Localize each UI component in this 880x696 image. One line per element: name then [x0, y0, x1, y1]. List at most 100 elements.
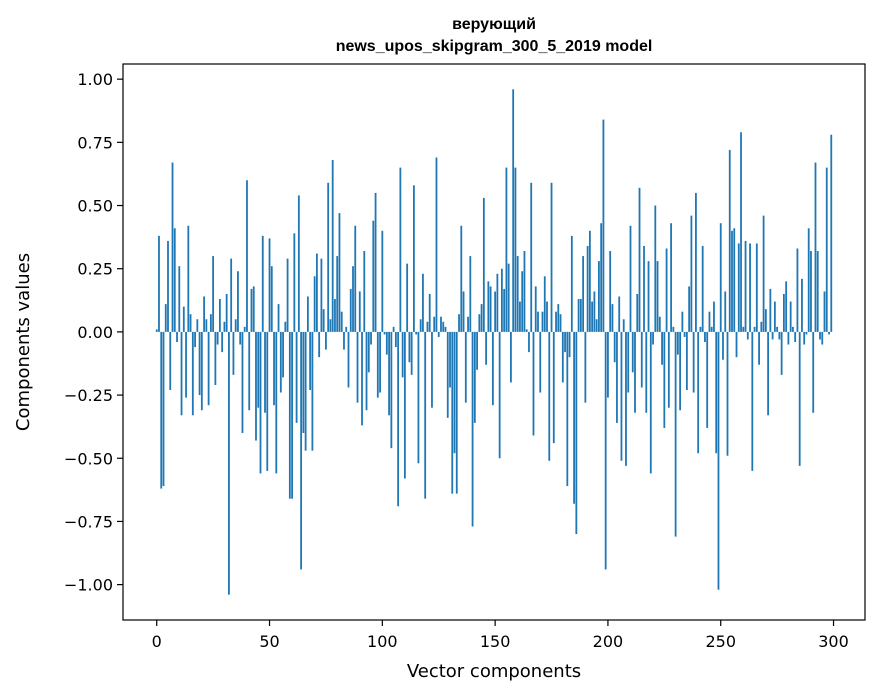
y-tick-label: −0.25	[64, 386, 113, 405]
bar-209	[627, 331, 630, 393]
bar-288	[805, 331, 808, 335]
y-tick-label: −0.75	[64, 512, 113, 531]
bar-40	[246, 180, 248, 332]
bar-65	[302, 331, 305, 433]
bar-107	[397, 331, 400, 507]
bar-83	[343, 331, 345, 350]
bar-190	[584, 331, 587, 403]
chart-subtitle: news_upos_skipgram_300_5_2019 model	[336, 38, 653, 55]
bar-74	[322, 309, 325, 332]
bar-223	[658, 316, 661, 332]
bar-129	[446, 331, 449, 418]
bar-295	[821, 331, 824, 345]
bar-72	[318, 331, 321, 358]
bar-217	[645, 331, 648, 413]
bar-270	[764, 309, 767, 332]
bar-213	[636, 293, 639, 332]
bar-189	[582, 256, 585, 332]
bar-185	[573, 331, 575, 504]
bar-22	[205, 319, 208, 332]
chart-title: верующий	[452, 16, 536, 33]
bar-224	[661, 331, 663, 365]
y-tick-label: 0.25	[77, 260, 113, 279]
bar-17	[194, 331, 196, 348]
bar-225	[663, 331, 666, 428]
bar-80	[336, 256, 339, 332]
bar-34	[232, 331, 235, 375]
bar-297	[825, 167, 828, 332]
bar-104	[390, 331, 393, 449]
bar-131	[451, 331, 454, 494]
bar-265	[753, 326, 756, 332]
bar-199	[604, 331, 607, 570]
bar-188	[579, 299, 582, 332]
bar-49	[266, 331, 269, 471]
bar-63	[297, 195, 300, 332]
bar-76	[327, 182, 330, 332]
bar-132	[453, 331, 456, 454]
bar-39	[243, 326, 246, 332]
bar-220	[652, 331, 654, 345]
bar-61	[293, 233, 296, 332]
bar-210	[629, 225, 632, 332]
x-tick-label: 0	[152, 632, 162, 651]
x-tick-label: 50	[259, 632, 279, 651]
bar-79	[334, 299, 336, 332]
bar-103	[388, 331, 390, 416]
bar-182	[566, 331, 569, 487]
bar-262	[746, 331, 749, 340]
bar-81	[338, 213, 341, 332]
bar-35	[234, 319, 237, 332]
bar-41	[248, 331, 251, 411]
bar-218	[647, 261, 650, 332]
bar-214	[638, 187, 641, 332]
bar-101	[383, 331, 386, 335]
bar-261	[744, 240, 747, 332]
bar-57	[284, 321, 287, 332]
bar-13	[185, 331, 187, 398]
bar-23	[207, 331, 210, 406]
bar-110	[403, 331, 406, 479]
bar-127	[442, 321, 445, 332]
bar-67	[306, 296, 309, 332]
bar-51	[270, 266, 273, 332]
bar-0	[155, 329, 158, 332]
bar-75	[325, 331, 327, 350]
bar-243	[704, 331, 706, 342]
bar-268	[760, 321, 763, 332]
bar-29	[221, 331, 224, 353]
bar-228	[670, 223, 672, 332]
y-tick-label: 0.50	[77, 197, 113, 216]
bar-179	[559, 314, 562, 332]
bar-298	[828, 331, 830, 335]
bar-226	[665, 248, 668, 332]
bar-137	[464, 331, 467, 403]
bar-31	[225, 293, 228, 332]
bar-116	[417, 331, 420, 464]
bar-89	[356, 331, 359, 403]
y-axis: −1.00 −0.75 −0.50 −0.25 0.00 0.25 0.50 0.75 1.00	[64, 70, 123, 595]
bar-93	[365, 331, 368, 411]
bar-196	[598, 261, 600, 332]
bar-146	[485, 331, 487, 365]
bar-30	[223, 321, 226, 332]
bar-183	[568, 331, 571, 358]
bar-46	[259, 331, 262, 474]
bar-219	[649, 331, 652, 474]
bar-170	[539, 331, 542, 393]
bar-151	[496, 273, 499, 332]
bar-128	[444, 326, 447, 332]
bar-238	[692, 331, 695, 393]
bar-98	[376, 331, 379, 398]
bar-26	[214, 331, 217, 385]
bar-119	[424, 331, 427, 499]
bar-235	[685, 331, 688, 391]
bar-28	[218, 299, 221, 332]
bar-125	[437, 331, 440, 337]
bar-276	[778, 331, 781, 340]
bar-252	[724, 291, 727, 332]
bar-96	[372, 220, 375, 332]
bar-136	[462, 291, 465, 332]
bar-56	[282, 331, 284, 378]
bar-239	[695, 192, 697, 332]
